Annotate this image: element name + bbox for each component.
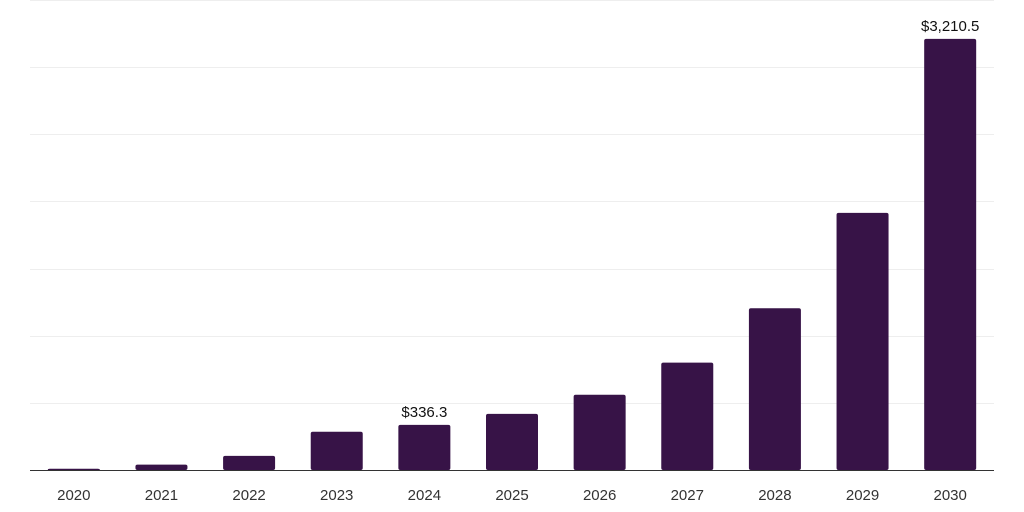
x-tick-label-2029: 2029 — [846, 487, 879, 504]
x-tick-label-2023: 2023 — [320, 487, 353, 504]
x-tick-label-2025: 2025 — [495, 487, 528, 504]
x-tick-label-2026: 2026 — [583, 487, 616, 504]
data-label-2024: $336.3 — [401, 404, 447, 421]
x-tick-label-2030: 2030 — [933, 487, 966, 504]
bar-2025[interactable] — [486, 413, 538, 470]
x-tick-label-2027: 2027 — [671, 487, 704, 504]
x-tick-label-2022: 2022 — [232, 487, 265, 504]
bar-2026[interactable] — [573, 394, 626, 470]
data-labels: $336.3 $3,210.5 — [401, 18, 979, 421]
bar-2024[interactable] — [398, 424, 451, 470]
x-tick-label-2024: 2024 — [408, 487, 441, 504]
bar-2027[interactable] — [661, 362, 714, 470]
x-tick-label-2028: 2028 — [758, 487, 791, 504]
bar-2020[interactable] — [47, 468, 100, 471]
bar-2021[interactable] — [135, 464, 188, 470]
data-label-2030: $3,210.5 — [921, 18, 979, 35]
x-tick-label-2021: 2021 — [145, 487, 178, 504]
x-tick-label-2020: 2020 — [57, 487, 90, 504]
bar-2022[interactable] — [223, 455, 276, 470]
x-axis-tick-labels: 2020 2021 2022 2023 2024 2025 2026 2027 2028 2029… — [57, 487, 967, 504]
bars — [47, 38, 977, 471]
bar-2023[interactable] — [310, 431, 363, 470]
bar-2029[interactable] — [836, 212, 889, 470]
gridlines — [30, 0, 994, 404]
bar-2030[interactable] — [924, 38, 977, 470]
bar-2028[interactable] — [748, 308, 801, 470]
